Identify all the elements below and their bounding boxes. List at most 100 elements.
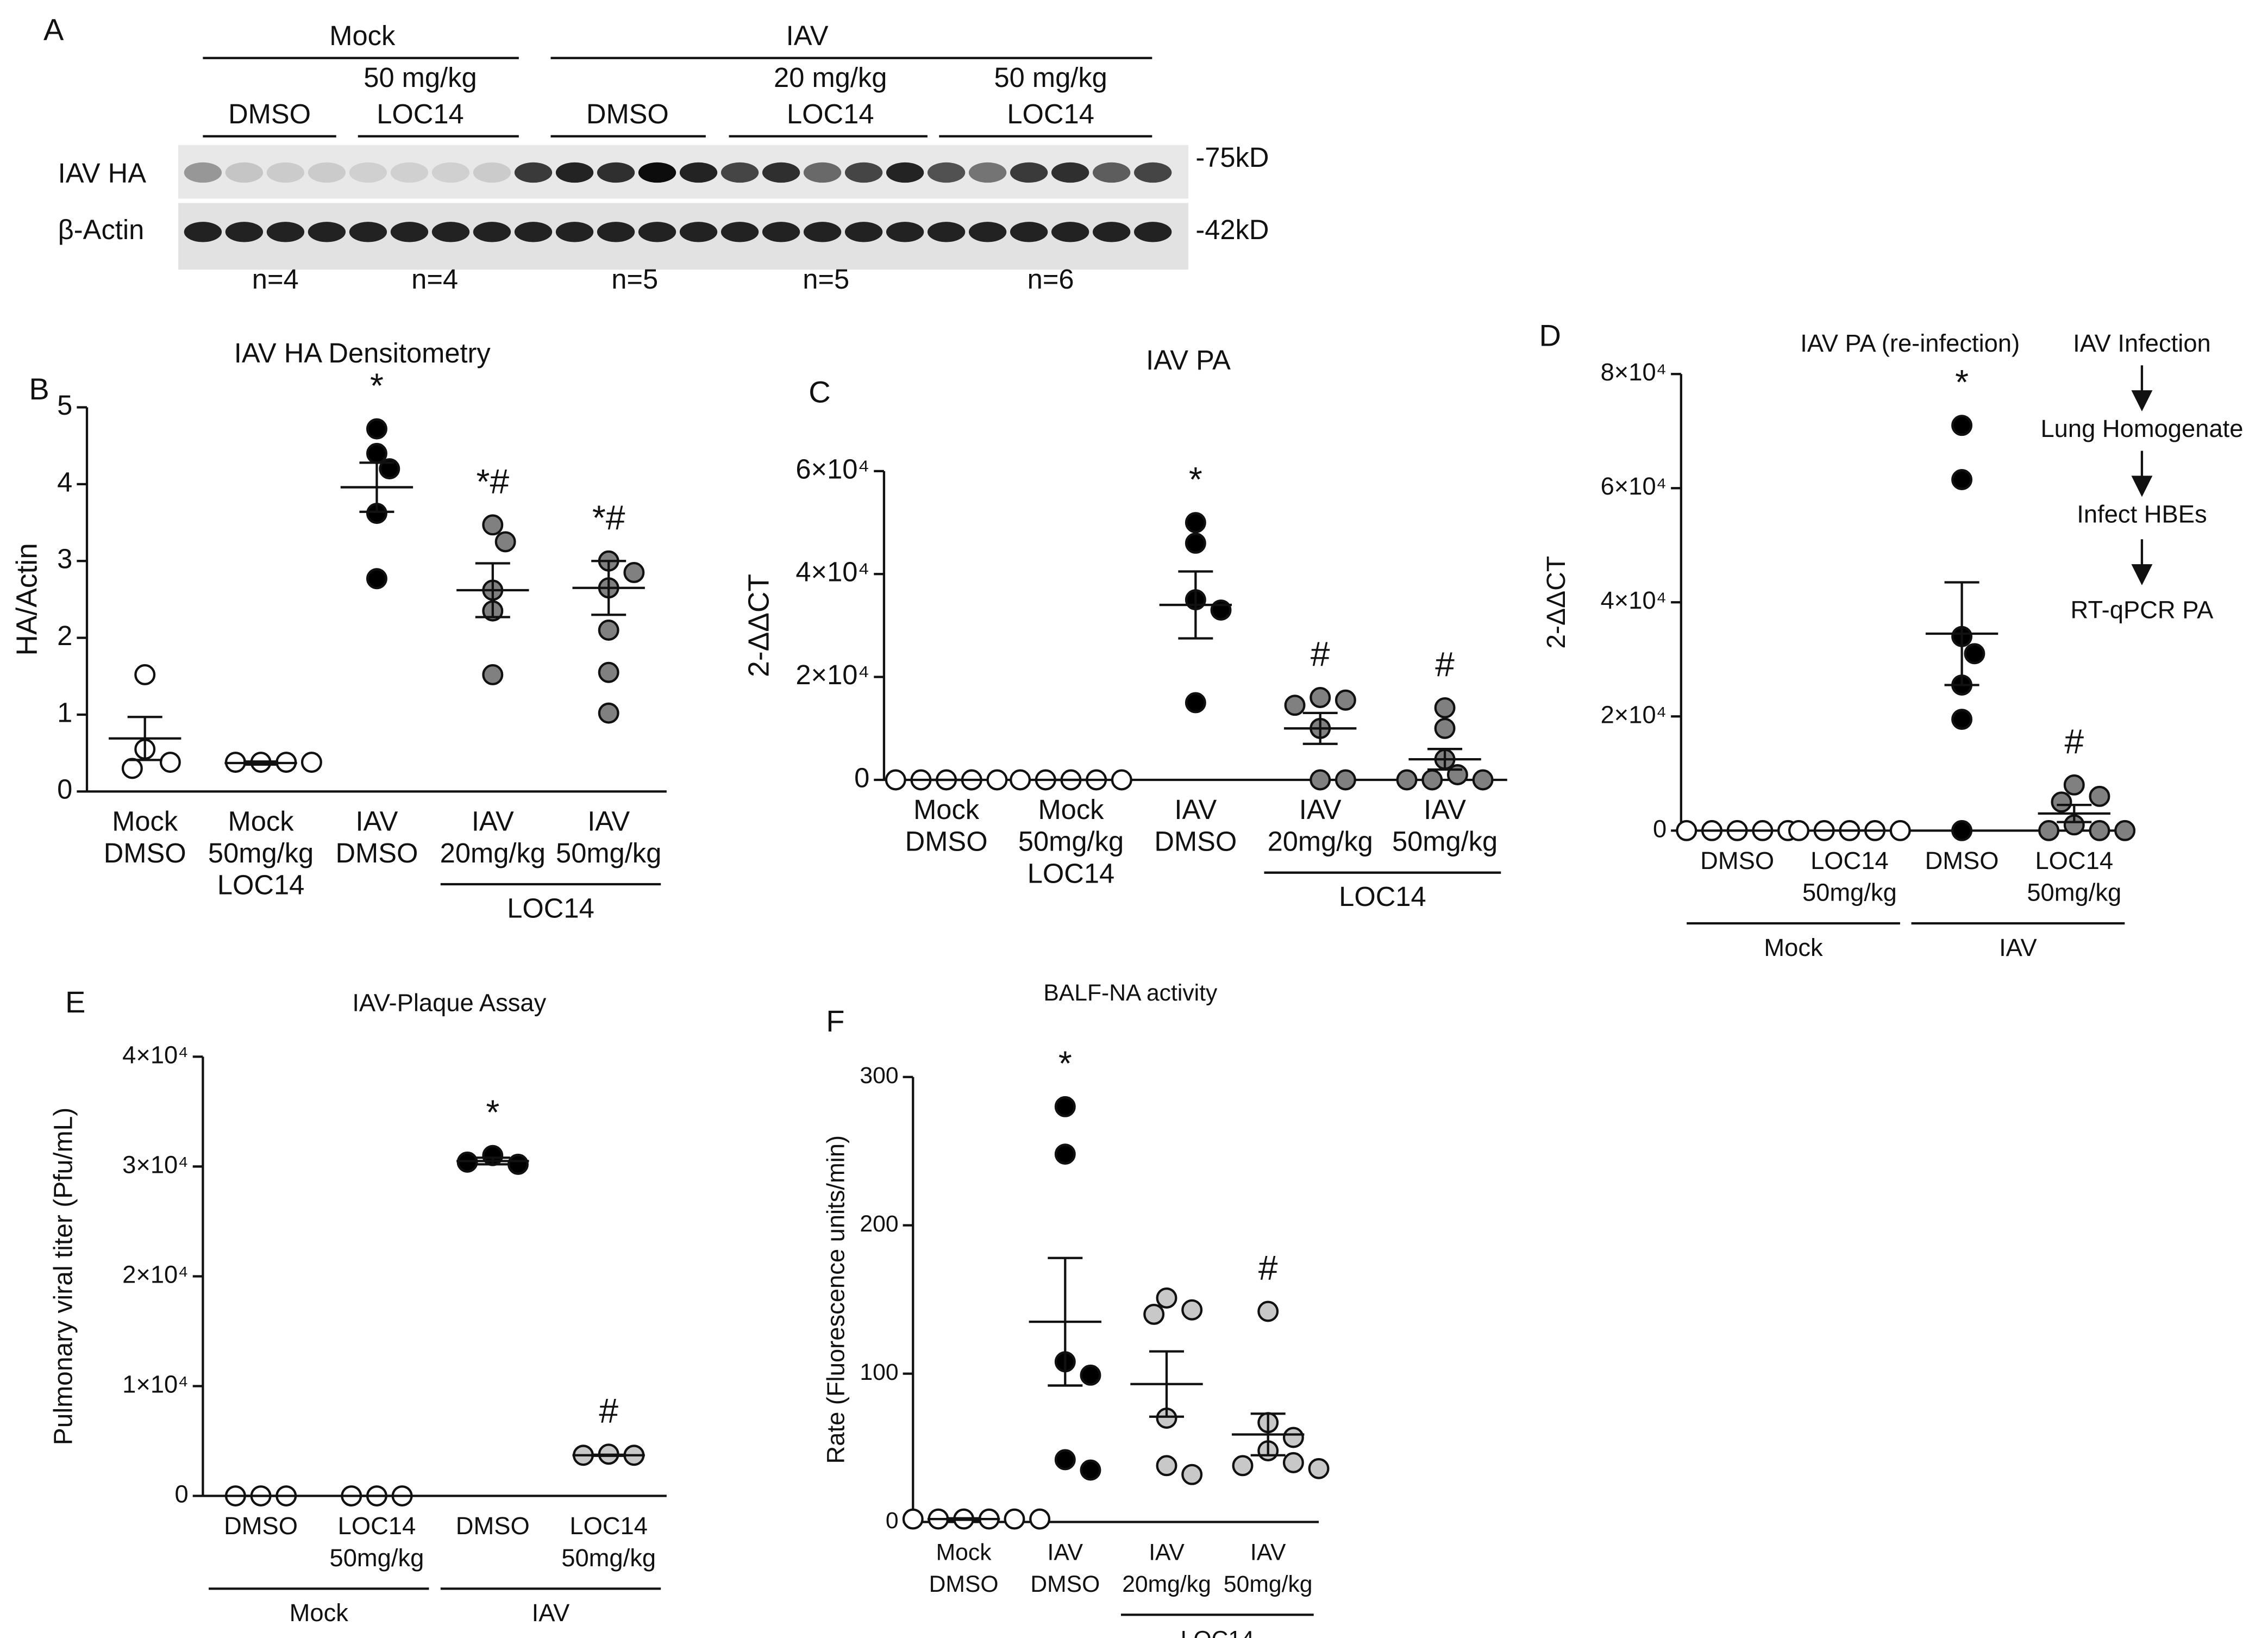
y-tick-label: 4×10⁴: [122, 1041, 189, 1068]
band: [886, 222, 924, 242]
x-tick-label: IAV: [1299, 794, 1342, 825]
y-tick-label: 300: [860, 1062, 898, 1089]
data-point: [1004, 1508, 1025, 1530]
group-label: IAV: [532, 1599, 570, 1627]
group-label: LOC14: [1181, 1627, 1254, 1638]
data-point: [121, 758, 143, 779]
data-point: [2063, 774, 2085, 796]
data-point: [366, 418, 387, 440]
x-tick-label: DMSO: [104, 837, 186, 868]
group-label: Mock: [329, 20, 396, 51]
group-label: IAV: [1999, 934, 2037, 961]
data-point: [1054, 1096, 1076, 1117]
panel-letter: D: [1539, 318, 1561, 352]
band: [803, 222, 842, 242]
x-tick-label: IAV: [355, 805, 398, 836]
annotation: *#: [477, 462, 510, 501]
band: [721, 222, 759, 242]
band: [473, 162, 511, 183]
band: [1134, 162, 1172, 183]
data-point: [1951, 709, 1973, 730]
data-point: [885, 769, 906, 791]
y-tick-label: 0: [175, 1480, 189, 1508]
data-point: [1788, 820, 1809, 841]
data-point: [366, 568, 387, 590]
sem-bar: [1149, 1350, 1185, 1418]
x-tick-label: 50mg/kg: [1802, 879, 1897, 906]
n-label: n=4: [411, 264, 458, 295]
x-tick-label: DMSO: [224, 1512, 298, 1540]
group-label: LOC14: [1339, 881, 1426, 912]
sem-bar: [2057, 803, 2092, 823]
data-point: [1951, 820, 1973, 841]
data-point: [1472, 769, 1494, 791]
band: [1092, 222, 1131, 242]
band: [514, 222, 553, 242]
chart-title: IAV PA: [1146, 345, 1231, 376]
data-point: [1080, 1364, 1101, 1386]
flowchart-arrows: [2131, 365, 2153, 586]
data-point: [2038, 820, 2060, 841]
panel-letter: E: [65, 985, 85, 1019]
data-point: [1282, 1427, 1304, 1448]
y-axis-label: 2-ΔΔCT: [1542, 556, 1571, 649]
data-point: [1308, 1458, 1330, 1479]
annotation: *: [486, 1092, 499, 1131]
x-tick-label: IAV: [1149, 1539, 1185, 1565]
data-point: [623, 561, 645, 583]
band: [927, 222, 966, 242]
data-point: [1951, 415, 1973, 436]
band: [225, 162, 264, 183]
x-tick-label: DMSO: [1030, 1571, 1100, 1597]
x-tick-label: Mock: [228, 805, 295, 836]
sem-bar: [1178, 570, 1213, 640]
y-tick-label: 4: [57, 466, 72, 497]
y-tick-label: 4×10⁴: [1601, 586, 1667, 614]
y-axis-label: Pulmonary viral titer (Pfu/mL): [49, 1108, 78, 1446]
data-point: [598, 661, 619, 683]
band: [927, 162, 966, 183]
data-point: [1029, 1508, 1051, 1530]
data-point: [508, 1153, 529, 1175]
data-point: [1446, 764, 1468, 785]
n-label: n=5: [611, 264, 658, 295]
data-point: [1185, 512, 1206, 534]
sem-bar: [1048, 1256, 1083, 1387]
band: [390, 162, 429, 183]
x-tick-label: DMSO: [929, 1571, 999, 1597]
data-point: [1181, 1299, 1203, 1321]
treatment: LOC14: [1007, 98, 1094, 129]
band: [1010, 222, 1048, 242]
group-label: LOC14: [507, 892, 594, 923]
y-tick-label: 1: [57, 697, 72, 728]
data-point: [2051, 791, 2072, 813]
x-tick-label: Mock: [1038, 794, 1104, 825]
treatment: 50 mg/kg: [364, 62, 477, 93]
data-point: [1421, 769, 1443, 791]
chart-title: IAV HA Densitometry: [234, 337, 491, 368]
sem-bar: [127, 716, 162, 761]
x-tick-label: DMSO: [905, 826, 988, 857]
y-tick-label: 100: [860, 1359, 898, 1385]
x-tick-label: DMSO: [1925, 847, 1999, 874]
flow-step: IAV Infection: [2073, 329, 2211, 357]
data-point: [1156, 1455, 1177, 1477]
flow-step: Lung Homogenate: [2040, 415, 2243, 442]
data-point: [1889, 820, 1911, 841]
sem-bar: [591, 560, 626, 616]
band: [638, 162, 676, 183]
sem-bar: [1250, 1412, 1286, 1456]
band: [597, 162, 635, 183]
flow-step: Infect HBEs: [2077, 501, 2207, 528]
row-label: IAV HA: [58, 158, 147, 189]
x-tick-label: IAV: [1424, 794, 1466, 825]
band: [844, 222, 883, 242]
y-tick-label: 0: [57, 774, 72, 805]
annotation: #: [1258, 1248, 1278, 1287]
data-point: [1156, 1287, 1177, 1309]
y-tick-label: 2: [57, 620, 72, 651]
data-point: [1284, 695, 1306, 716]
data-point: [379, 458, 400, 480]
